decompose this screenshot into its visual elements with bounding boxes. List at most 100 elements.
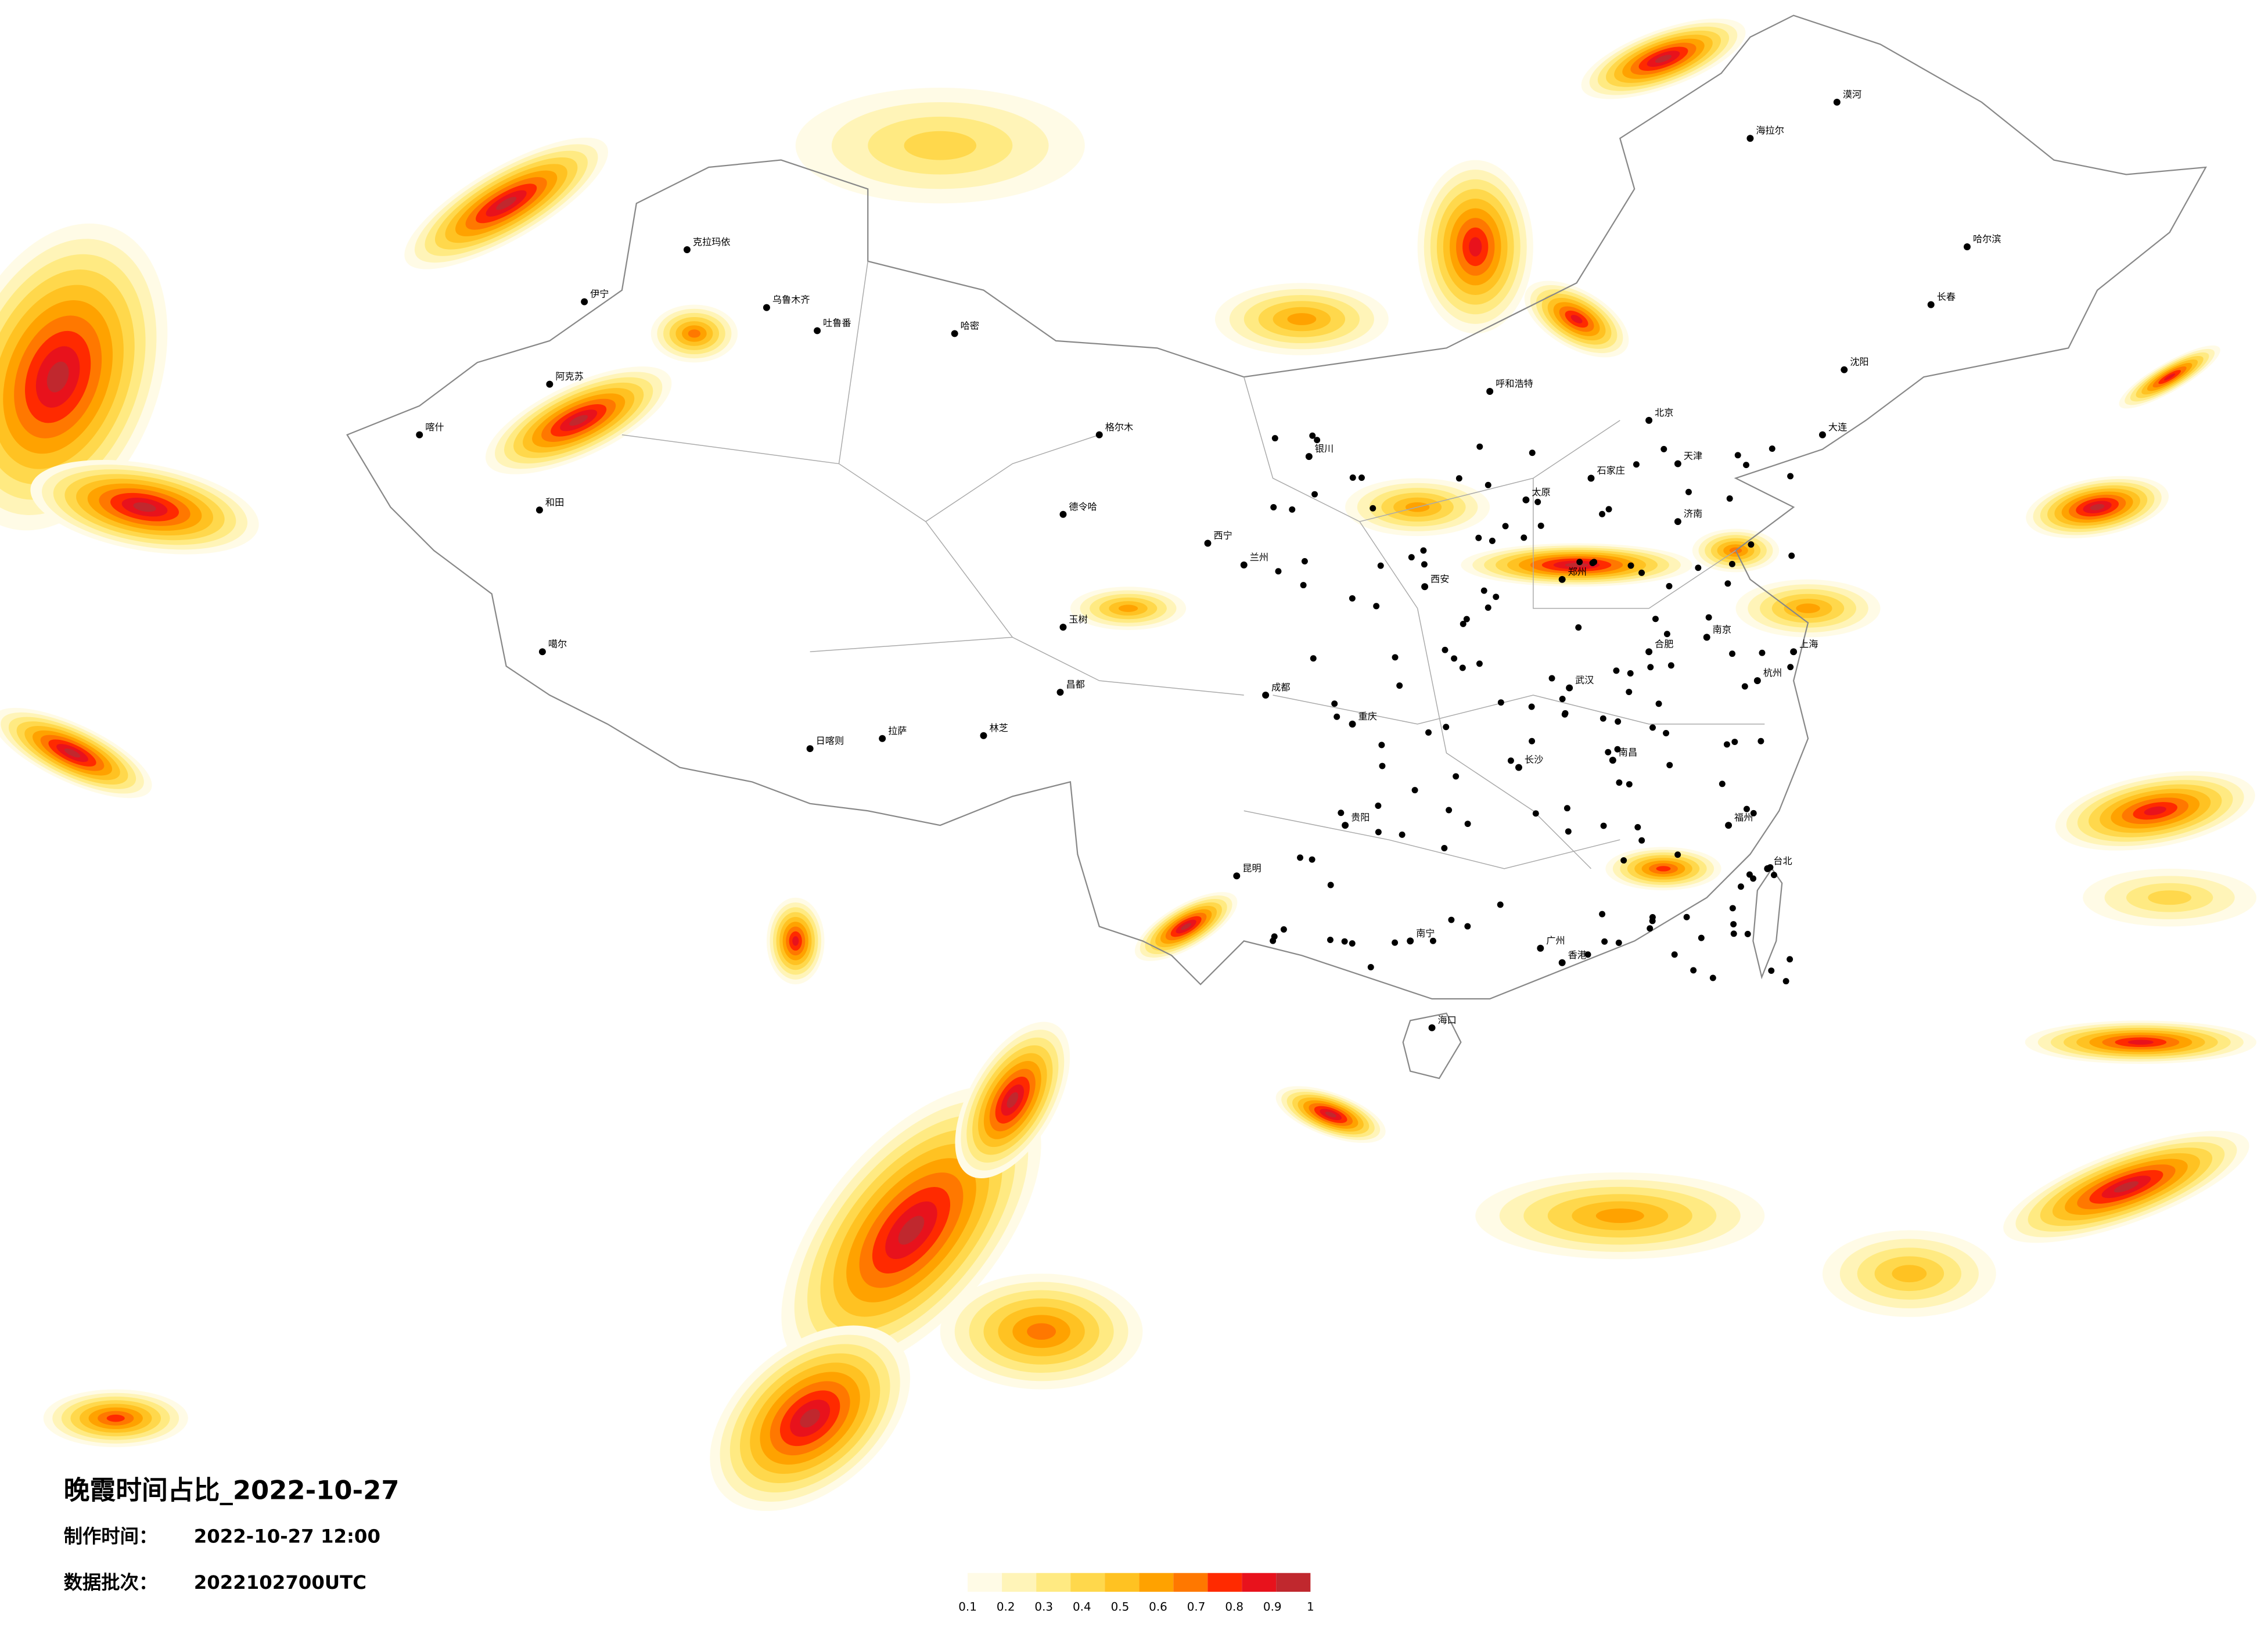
city-label: 玉树 bbox=[1069, 614, 1087, 625]
city-dot bbox=[1744, 930, 1751, 937]
city-dot bbox=[1314, 437, 1321, 444]
city-dot bbox=[1485, 481, 1491, 488]
city-dot bbox=[1233, 872, 1241, 880]
city-dot bbox=[1731, 739, 1738, 746]
city-label: 噶尔 bbox=[548, 638, 567, 649]
heat-blob bbox=[1325, 1111, 1336, 1118]
city-dot bbox=[1753, 677, 1761, 685]
city-label: 西安 bbox=[1430, 573, 1449, 584]
city-dot bbox=[1565, 828, 1572, 835]
data-batch-label: 数据批次： bbox=[64, 1571, 158, 1593]
city-dot bbox=[1537, 944, 1544, 952]
city-dot bbox=[1375, 829, 1382, 836]
city-label: 格尔木 bbox=[1105, 422, 1134, 433]
city-dot bbox=[1750, 810, 1757, 816]
city-dot bbox=[1453, 773, 1460, 780]
city-dot bbox=[1768, 967, 1775, 974]
heat-blob bbox=[1027, 1323, 1056, 1340]
legend-tick-label: 0.9 bbox=[1263, 1600, 1282, 1613]
city-dot bbox=[1392, 939, 1399, 946]
city-dot bbox=[1059, 624, 1067, 631]
city-dot bbox=[1349, 720, 1356, 728]
heat-blob bbox=[2163, 373, 2176, 381]
city-dot bbox=[1626, 689, 1633, 696]
city-label: 德令哈 bbox=[1069, 501, 1097, 512]
city-dot bbox=[1667, 662, 1674, 669]
city-dot bbox=[1620, 857, 1627, 864]
city-dot bbox=[1349, 595, 1356, 602]
city-dot bbox=[1671, 951, 1678, 958]
city-dot bbox=[1746, 135, 1754, 142]
city-dot bbox=[1349, 940, 1356, 947]
city-dot bbox=[1600, 822, 1607, 829]
city-dot bbox=[1818, 431, 1826, 438]
city-dot bbox=[1349, 474, 1356, 481]
city-label: 重庆 bbox=[1358, 711, 1377, 722]
heat-blob bbox=[1469, 237, 1482, 257]
city-dot bbox=[1655, 700, 1662, 707]
city-dot bbox=[1734, 452, 1741, 459]
heat-blob bbox=[1118, 605, 1138, 612]
city-dot bbox=[1562, 710, 1569, 717]
city-dot bbox=[1576, 559, 1583, 566]
city-dot bbox=[1327, 882, 1334, 888]
city-dot bbox=[1729, 650, 1736, 657]
city-dot bbox=[1095, 431, 1103, 438]
city-dot bbox=[1649, 724, 1656, 731]
city-label: 大连 bbox=[1828, 422, 1847, 433]
legend-swatch bbox=[1002, 1573, 1037, 1592]
city-dot bbox=[1927, 301, 1935, 308]
city-dot bbox=[1475, 534, 1482, 541]
city-label: 海口 bbox=[1437, 1015, 1456, 1026]
city-label: 日喀则 bbox=[816, 735, 844, 746]
city-dot bbox=[1476, 660, 1483, 667]
city-dot bbox=[814, 327, 821, 334]
heat-blob bbox=[688, 329, 701, 338]
city-label: 广州 bbox=[1546, 935, 1565, 946]
city-dot bbox=[806, 745, 814, 753]
city-dot bbox=[1370, 505, 1376, 512]
city-dot bbox=[1759, 649, 1766, 656]
city-dot bbox=[1645, 648, 1653, 656]
city-dot bbox=[1327, 937, 1334, 943]
city-label: 沈阳 bbox=[1850, 357, 1868, 368]
city-dot bbox=[1300, 582, 1307, 589]
city-dot bbox=[1674, 851, 1681, 858]
city-label: 合肥 bbox=[1655, 638, 1673, 649]
city-label: 拉萨 bbox=[888, 725, 907, 736]
heat-blob bbox=[1565, 563, 1588, 567]
city-dot bbox=[1534, 498, 1541, 505]
city-dot bbox=[1660, 445, 1667, 452]
city-dot bbox=[1627, 562, 1634, 569]
heat-blob bbox=[1656, 866, 1671, 872]
city-dot bbox=[1737, 883, 1744, 890]
heat-blob bbox=[46, 361, 69, 393]
city-dot bbox=[1396, 682, 1403, 689]
taiwan-border bbox=[1752, 867, 1783, 980]
legend-swatch bbox=[1070, 1573, 1105, 1592]
legend-tick-label: 0.6 bbox=[1149, 1600, 1167, 1613]
heat-blob bbox=[133, 502, 156, 512]
city-dot bbox=[1379, 762, 1386, 769]
city-dot bbox=[1724, 580, 1731, 587]
city-dot bbox=[1726, 495, 1733, 502]
heat-blob bbox=[1892, 1265, 1927, 1283]
city-label: 贵阳 bbox=[1351, 812, 1370, 823]
city-dot bbox=[1309, 856, 1315, 863]
heat-blob bbox=[904, 131, 977, 160]
heat-blob bbox=[792, 936, 799, 946]
city-dot bbox=[1616, 779, 1623, 786]
city-dot bbox=[1485, 604, 1491, 611]
heat-blob bbox=[1181, 923, 1191, 930]
city-dot bbox=[1497, 699, 1504, 706]
city-dot bbox=[1463, 616, 1470, 623]
city-label: 郑州 bbox=[1568, 566, 1587, 577]
city-dot bbox=[1609, 757, 1616, 764]
city-dot bbox=[1464, 821, 1471, 828]
production-time-value: 2022-10-27 12:00 bbox=[194, 1525, 380, 1547]
legend-swatch bbox=[1242, 1573, 1277, 1592]
city-dot bbox=[1964, 243, 1971, 250]
city-dot bbox=[1566, 684, 1573, 692]
